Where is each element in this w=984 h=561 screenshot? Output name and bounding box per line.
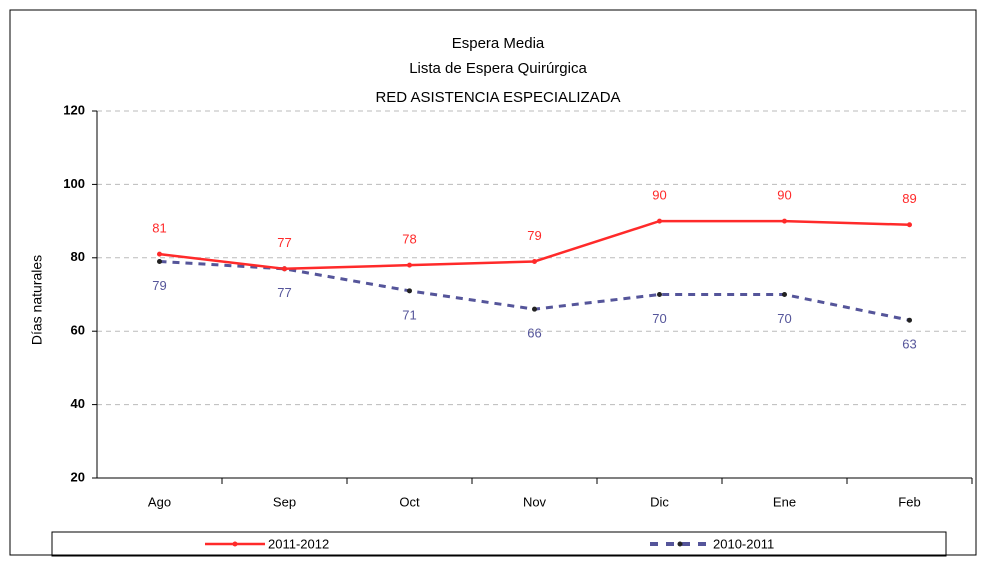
legend-label: 2011-2012	[268, 536, 329, 551]
data-label: 78	[402, 232, 416, 247]
y-tick-label: 40	[71, 396, 85, 411]
point	[407, 288, 412, 294]
x-tick-label: Ago	[148, 494, 171, 509]
y-tick-label: 20	[71, 469, 85, 484]
point	[282, 266, 287, 272]
data-label: 89	[902, 191, 916, 206]
x-tick-label: Feb	[898, 494, 920, 509]
point	[532, 306, 537, 312]
data-label: 77	[277, 235, 291, 250]
y-tick-label: 60	[71, 323, 85, 338]
point	[157, 258, 162, 264]
y-tick-label: 100	[63, 176, 85, 191]
data-label: 90	[652, 188, 666, 203]
legend-label: 2010-2011	[713, 536, 774, 551]
data-label: 70	[652, 311, 666, 326]
x-tick-label: Dic	[650, 494, 669, 509]
point	[657, 218, 662, 224]
x-tick-label: Ene	[773, 494, 796, 509]
data-label: 90	[777, 188, 791, 203]
data-label: 71	[402, 307, 416, 322]
point	[532, 258, 537, 264]
legend-box	[51, 531, 947, 557]
data-label: 79	[152, 278, 166, 293]
point	[782, 218, 787, 224]
point	[907, 222, 912, 228]
point	[907, 317, 912, 323]
legend-marker	[232, 541, 238, 547]
data-label: 81	[152, 221, 166, 236]
x-tick-label: Oct	[399, 494, 420, 509]
data-label: 63	[902, 337, 916, 352]
y-tick-label: 80	[71, 249, 85, 264]
point	[657, 292, 662, 297]
point	[407, 262, 412, 268]
data-label: 70	[777, 311, 791, 326]
y-tick-label: 120	[63, 102, 85, 117]
chart-title: Lista de Espera Quirúrgica	[409, 60, 587, 77]
data-label: 77	[277, 285, 291, 300]
point	[782, 292, 787, 297]
frame	[9, 9, 977, 556]
y-axis-label: Días naturales	[29, 255, 45, 345]
chart-title: RED ASISTENCIA ESPECIALIZADA	[375, 89, 620, 106]
x-tick-label: Sep	[273, 494, 296, 509]
data-label: 79	[527, 228, 541, 243]
legend-marker	[677, 541, 683, 547]
data-label: 66	[527, 326, 541, 341]
x-tick-label: Nov	[523, 494, 547, 509]
point	[157, 251, 162, 257]
chart-title: Espera Media	[452, 35, 545, 52]
